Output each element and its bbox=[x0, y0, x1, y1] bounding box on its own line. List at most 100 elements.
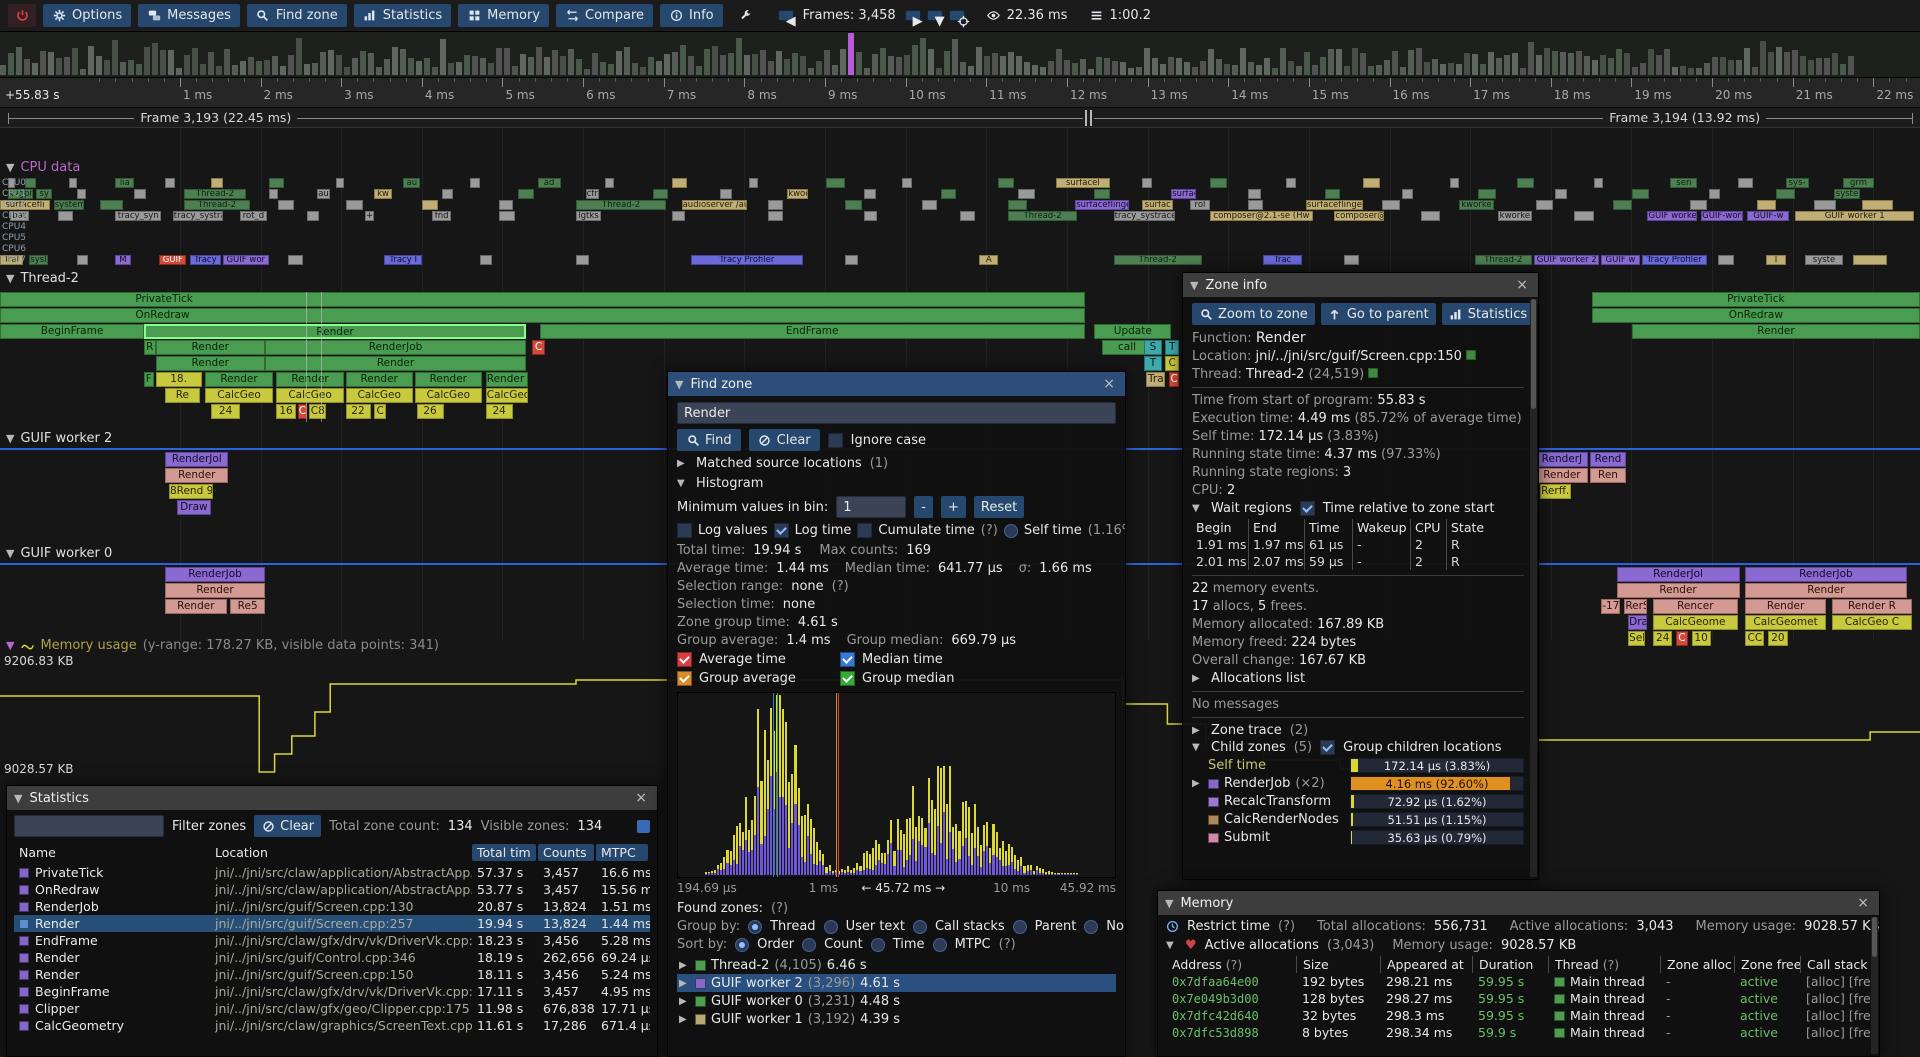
cpu-zone[interactable]: syste bbox=[1833, 189, 1861, 199]
help-marker[interactable]: (?) bbox=[998, 937, 1016, 952]
cpu-zone[interactable] bbox=[672, 211, 686, 221]
cpu-zone[interactable]: composer@2.1-se (Hw bbox=[1209, 211, 1314, 221]
cpu-zone[interactable]: GUIF wor bbox=[222, 255, 269, 265]
cpu-zone[interactable] bbox=[1420, 211, 1440, 221]
timeline-zone[interactable]: C8 bbox=[309, 404, 327, 419]
cpu-zone[interactable] bbox=[1574, 211, 1594, 221]
timeline-zone[interactable]: Dra bbox=[1628, 615, 1648, 630]
cpu-zone[interactable] bbox=[1008, 200, 1028, 210]
ignore-case-checkbox[interactable] bbox=[827, 432, 843, 448]
timeline-zone[interactable]: R bbox=[144, 340, 156, 355]
cpu-zone[interactable]: composer@ bbox=[1334, 211, 1385, 221]
cpu-zone[interactable] bbox=[1344, 255, 1360, 265]
help-marker[interactable]: (?) bbox=[1278, 919, 1296, 934]
column-header-duration[interactable]: Duration bbox=[1472, 956, 1548, 973]
cpu-zone[interactable] bbox=[211, 178, 223, 188]
group-by-radio-user-text[interactable] bbox=[823, 919, 838, 934]
cpu-zone[interactable] bbox=[960, 211, 976, 221]
cpu-zone[interactable]: cfr bbox=[585, 189, 600, 199]
goto-frame-button[interactable] bbox=[948, 10, 970, 27]
timeline-zone[interactable]: Draw bbox=[176, 500, 212, 515]
help-marker[interactable]: (?) bbox=[771, 901, 789, 916]
zone-info-titlebar[interactable]: ▼ Zone info × bbox=[1183, 273, 1538, 297]
cpu-zone[interactable] bbox=[268, 178, 285, 188]
column-header-total-time[interactable]: Total tim bbox=[472, 843, 536, 861]
cpu-zone[interactable] bbox=[278, 200, 294, 210]
allocation-row[interactable]: 0x7dfaa64e00 192 bytes 298.21 ms 59.95 s Mai… bbox=[1172, 974, 1871, 989]
cpu-zone[interactable]: system-l bbox=[53, 200, 85, 210]
timeline-zone[interactable]: RenderJ bbox=[1536, 452, 1588, 467]
statistics-button[interactable]: Statistics bbox=[1441, 303, 1535, 325]
cpu-zone[interactable]: rol bbox=[1190, 200, 1210, 210]
cpu-zone[interactable] bbox=[422, 200, 438, 210]
timeline-zone[interactable]: RenderJol bbox=[1616, 567, 1740, 582]
column-header-call-stack[interactable]: Call stack bbox=[1800, 956, 1871, 973]
cpu-zone[interactable] bbox=[720, 189, 732, 199]
cpu-zone[interactable] bbox=[441, 189, 454, 199]
legend-checkbox[interactable] bbox=[677, 652, 692, 667]
cpu-zone[interactable]: au bbox=[316, 189, 331, 199]
cpu-zone[interactable]: sen bbox=[1670, 178, 1698, 188]
cpu-zone[interactable] bbox=[1612, 200, 1632, 210]
relative-time-checkbox[interactable] bbox=[1299, 501, 1315, 516]
restrict-time-label[interactable]: Restrict time bbox=[1187, 919, 1271, 934]
allocation-row[interactable]: 0x7e049b3d00 128 bytes 298.27 ms 59.95 s Mai… bbox=[1172, 991, 1871, 1006]
cpu-zone[interactable] bbox=[1737, 178, 1753, 188]
statistics-row[interactable]: OnRedraw jni/../jni/src/claw/application/… bbox=[14, 881, 650, 898]
timeline-zone[interactable]: Render R bbox=[1831, 599, 1913, 614]
cpu-zone[interactable] bbox=[1209, 178, 1227, 188]
timeline-zone[interactable]: CalcGeome bbox=[1653, 615, 1738, 630]
cpu-zone[interactable] bbox=[499, 211, 515, 221]
timeline-zone[interactable]: Render bbox=[1745, 599, 1826, 614]
close-icon[interactable]: × bbox=[1103, 376, 1115, 392]
cpu-zone[interactable] bbox=[652, 189, 669, 199]
timeline-zone[interactable]: S bbox=[1144, 340, 1162, 355]
timeline-zone[interactable]: Update bbox=[1094, 324, 1172, 339]
cpu-zone[interactable] bbox=[499, 200, 513, 210]
info-button[interactable]: Info bbox=[660, 4, 723, 27]
sort-by-radio-mtpc[interactable] bbox=[932, 937, 947, 952]
timeline-zone[interactable]: Re5 bbox=[230, 599, 265, 614]
timeline-zone[interactable]: CalcGeo bbox=[205, 388, 273, 403]
timeline-zone[interactable]: Render bbox=[276, 372, 344, 387]
search-input[interactable] bbox=[677, 402, 1116, 424]
cpu-zone[interactable]: Thread-2 bbox=[1008, 211, 1078, 221]
timeline-zone[interactable]: RenderJob bbox=[1745, 567, 1907, 582]
cpu-zone[interactable]: bat bbox=[9, 211, 29, 221]
source-location[interactable]: jni/../jni/src/guif/Screen.cpp:150 bbox=[1255, 349, 1462, 364]
cpu-zone[interactable]: tracy_systrace bbox=[172, 211, 223, 221]
cpu-zone[interactable] bbox=[1324, 189, 1341, 199]
cpu-zone[interactable] bbox=[940, 189, 957, 199]
timeline-zone[interactable]: 24 bbox=[1653, 631, 1673, 646]
collapse-icon[interactable]: ▼ bbox=[1165, 896, 1174, 910]
frame-minimap[interactable] bbox=[0, 32, 1920, 78]
statistics-row[interactable]: Render jni/../jni/src/guif/Screen.cpp:150… bbox=[14, 966, 650, 983]
cpu-zone[interactable]: kworke bbox=[1459, 200, 1494, 210]
timeline-zone[interactable]: C bbox=[1169, 372, 1179, 387]
cpu-zone[interactable] bbox=[1094, 189, 1110, 199]
timeline-zone[interactable]: RenderJob bbox=[264, 340, 527, 355]
column-header-name[interactable]: Name bbox=[19, 844, 56, 860]
timeline-zone[interactable]: Render bbox=[165, 583, 265, 598]
statistics-button[interactable]: Statistics bbox=[353, 4, 452, 27]
cpu-zone[interactable]: Thread-2 bbox=[1474, 255, 1533, 265]
cpu-zone[interactable] bbox=[672, 178, 688, 188]
find-zone-titlebar[interactable]: ▼ Find zone × bbox=[668, 372, 1125, 396]
increase-bin-button[interactable]: + bbox=[940, 496, 966, 518]
decrease-bin-button[interactable]: - bbox=[914, 496, 933, 518]
cpu-zone[interactable] bbox=[1449, 178, 1460, 188]
cpu-zone[interactable]: surfaceflinger bbox=[1075, 200, 1129, 210]
legend-checkbox[interactable] bbox=[840, 652, 855, 667]
timeline-zone[interactable]: Ren bbox=[1589, 468, 1627, 483]
timeline-zone[interactable]: 8Rend 9 bbox=[168, 484, 214, 499]
cpu-zone[interactable]: kw bbox=[374, 189, 392, 199]
cpu-zone[interactable] bbox=[864, 211, 878, 221]
cpu-zone[interactable]: GUIF worker 1 bbox=[1795, 211, 1915, 221]
help-marker[interactable]: (?) bbox=[980, 523, 998, 538]
timeline-zone[interactable]: C bbox=[374, 404, 386, 419]
statistics-row[interactable]: RenderJob jni/../jni/src/guif/Screen.cpp:… bbox=[14, 898, 650, 915]
timeline-zone[interactable]: RerS bbox=[1624, 599, 1648, 614]
timeline-zone[interactable]: T bbox=[1144, 356, 1162, 371]
cpu-zone[interactable]: Tracy Profiler bbox=[691, 255, 803, 265]
found-zone-group[interactable]: ▶ GUIF worker 1 (3,192) 4.39 s bbox=[679, 1011, 901, 1027]
